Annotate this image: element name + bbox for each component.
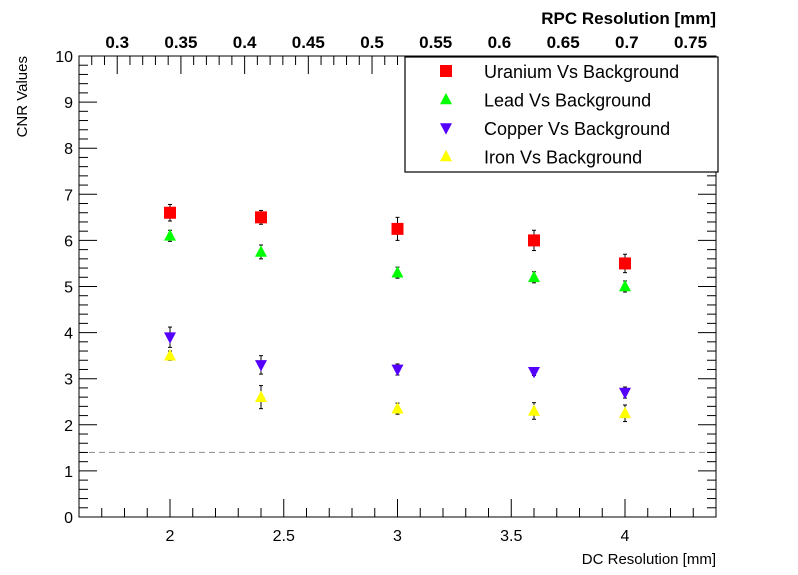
x-tick-label: 3.5 [500, 528, 522, 545]
data-point [528, 404, 540, 416]
data-point [619, 406, 631, 419]
y-tick-label: 4 [64, 326, 73, 343]
top-axis-title: RPC Resolution [mm] [541, 9, 716, 28]
data-point [619, 257, 631, 270]
series-uranium [164, 203, 631, 274]
x-tick-label: 4 [621, 528, 630, 545]
data-layer [164, 203, 631, 423]
data-point [164, 349, 176, 361]
legend-label: Lead Vs Background [484, 91, 651, 111]
x-tick-label: 2 [166, 528, 175, 545]
y-tick-label: 8 [64, 141, 73, 158]
data-point [164, 332, 176, 344]
data-point [528, 366, 540, 379]
y-tick-label: 7 [64, 187, 73, 204]
y-tick-label: 1 [64, 464, 73, 481]
data-point [619, 279, 631, 292]
legend-marker [440, 92, 452, 105]
legend-box [404, 56, 719, 173]
data-point [391, 402, 404, 414]
legend: Uranium Vs Background Lead Vs Background C… [404, 56, 719, 173]
data-point [528, 234, 540, 247]
data-point [255, 360, 267, 372]
data-point [391, 222, 404, 235]
top-x-tick-label: 0.7 [615, 33, 639, 52]
y-tick-label: 2 [64, 418, 73, 435]
y-tick-label: 10 [55, 49, 73, 66]
data-point [164, 206, 176, 219]
data-point [391, 364, 404, 377]
x-tick-label: 3 [393, 528, 402, 545]
y-tick-label: 9 [64, 95, 73, 112]
top-x-tick-label: 0.65 [547, 33, 580, 52]
x-tick-label: 2.5 [273, 528, 295, 545]
y-tick-label: 3 [64, 372, 73, 389]
data-point [619, 387, 631, 400]
top-x-tick-label: 0.5 [360, 33, 384, 52]
series-lead [164, 229, 631, 293]
y-axis-title: CNR Values [14, 56, 31, 137]
legend-marker [440, 149, 452, 162]
data-point [255, 390, 267, 402]
y-tick-label: 0 [64, 510, 73, 527]
top-x-tick-label: 0.3 [105, 33, 129, 52]
legend-label: Uranium Vs Background [484, 62, 679, 82]
legend-marker [440, 123, 452, 135]
x-axis-title: DC Resolution [mm] [582, 551, 716, 568]
series-iron [164, 349, 631, 423]
data-point [255, 211, 267, 224]
top-x-tick-label: 0.6 [488, 33, 512, 52]
top-x-tick-label: 0.45 [292, 33, 325, 52]
y-tick-label: 5 [64, 280, 73, 297]
top-x-tick-label: 0.35 [164, 33, 197, 52]
y-tick-label: 6 [64, 233, 73, 250]
tick-labels-layer: 0 1 2 3 4 5 6 7 8 9 10 2 2.5 3 3.5 4 0.3 0.35 0.4 0.45 0.5 0.… [55, 33, 707, 545]
legend-marker [440, 65, 452, 77]
top-x-tick-label: 0.55 [419, 33, 452, 52]
data-point [164, 229, 176, 241]
top-x-tick-label: 0.4 [233, 33, 257, 52]
data-point [255, 245, 267, 257]
top-x-tick-label: 0.75 [674, 33, 707, 52]
data-point [528, 270, 540, 283]
series-copper [164, 326, 631, 400]
legend-label: Copper Vs Background [484, 119, 670, 139]
data-point [391, 266, 404, 278]
legend-label: Iron Vs Background [484, 148, 642, 168]
